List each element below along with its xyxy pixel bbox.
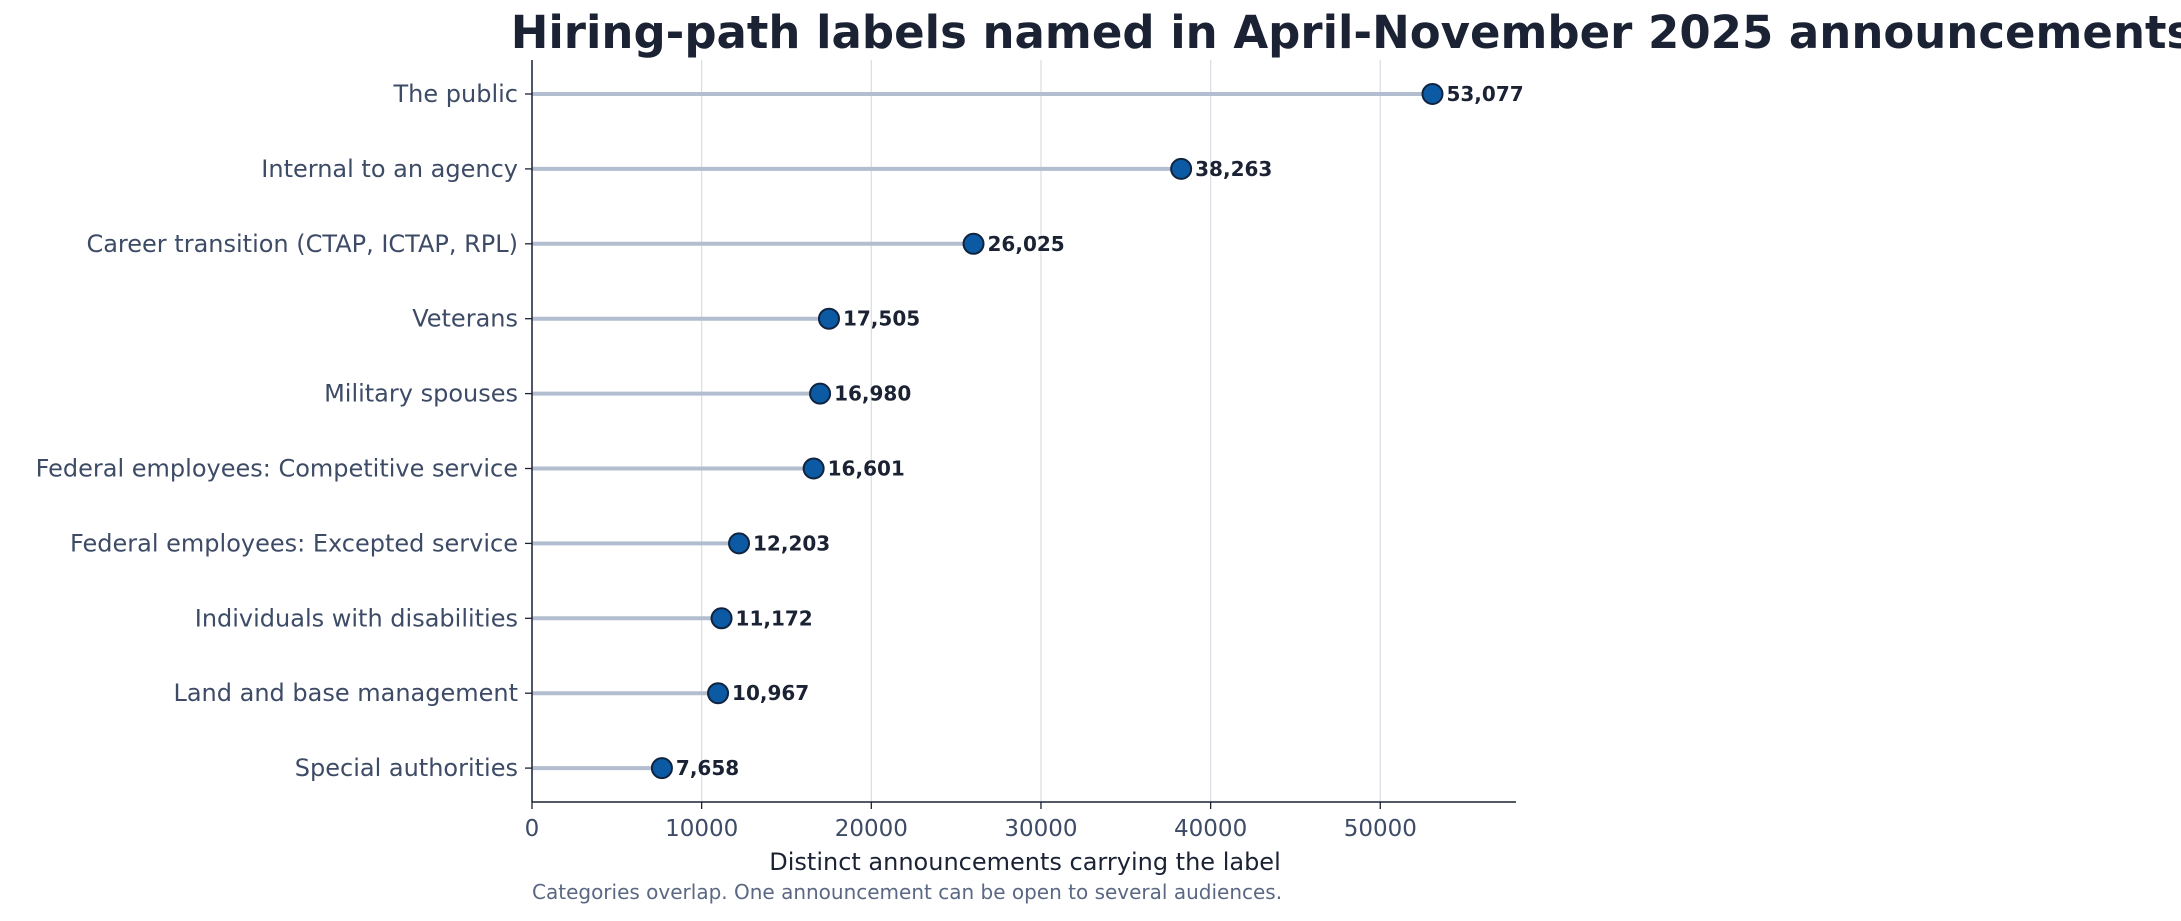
x-tick-label: 30000 xyxy=(1004,816,1077,842)
category-label: Special authorities xyxy=(295,754,518,782)
value-label: 17,505 xyxy=(843,307,920,331)
category-label: Military spouses xyxy=(324,380,518,408)
chart-title: Hiring-path labels named in April-Novemb… xyxy=(511,6,2181,59)
category-label: Federal employees: Excepted service xyxy=(70,529,518,557)
category-label: The public xyxy=(393,80,518,108)
lollipop-marker xyxy=(809,382,832,405)
category-label: Individuals with disabilities xyxy=(195,604,518,632)
stem-layer xyxy=(532,92,1433,771)
value-label: 53,077 xyxy=(1446,82,1523,106)
lollipop-marker xyxy=(707,682,730,705)
x-tick-label: 20000 xyxy=(835,816,908,842)
category-label: Veterans xyxy=(412,305,518,333)
value-label: 38,263 xyxy=(1195,157,1272,181)
value-label: 11,172 xyxy=(736,606,813,630)
lollipop-marker xyxy=(728,532,751,555)
value-label: 16,980 xyxy=(834,382,911,406)
category-label: Internal to an agency xyxy=(261,155,518,183)
lollipop-marker xyxy=(817,307,840,330)
value-label: 12,203 xyxy=(753,531,830,555)
x-tick-label: 40000 xyxy=(1174,816,1247,842)
value-label: 7,658 xyxy=(676,756,739,780)
lollipop-marker xyxy=(1170,157,1193,180)
lollipop-marker xyxy=(650,757,673,780)
chart-footnote: Categories overlap. One announcement can… xyxy=(532,880,1282,904)
lollipop-marker xyxy=(710,607,733,630)
lollipop-marker xyxy=(802,457,825,480)
marker-layer xyxy=(650,83,1444,780)
x-axis-label: Distinct announcements carrying the labe… xyxy=(769,848,1281,876)
axis-layer: 0 10000 20000 30000 40000 50000 xyxy=(525,60,1516,842)
lollipop-marker xyxy=(962,232,985,255)
category-label: Career transition (CTAP, ICTAP, RPL) xyxy=(86,230,518,258)
value-label: 10,967 xyxy=(732,681,809,705)
x-tick-label: 50000 xyxy=(1344,816,1417,842)
value-label: 26,025 xyxy=(988,232,1065,256)
value-label: 16,601 xyxy=(828,457,905,481)
x-tick-label: 0 xyxy=(525,816,540,842)
label-layer: The public 53,077 Internal to an agency 38,… xyxy=(36,80,1524,782)
lollipop-marker xyxy=(1421,83,1444,105)
x-tick-label: 10000 xyxy=(665,816,738,842)
category-label: Federal employees: Competitive service xyxy=(36,455,518,483)
category-label: Land and base management xyxy=(173,679,518,707)
